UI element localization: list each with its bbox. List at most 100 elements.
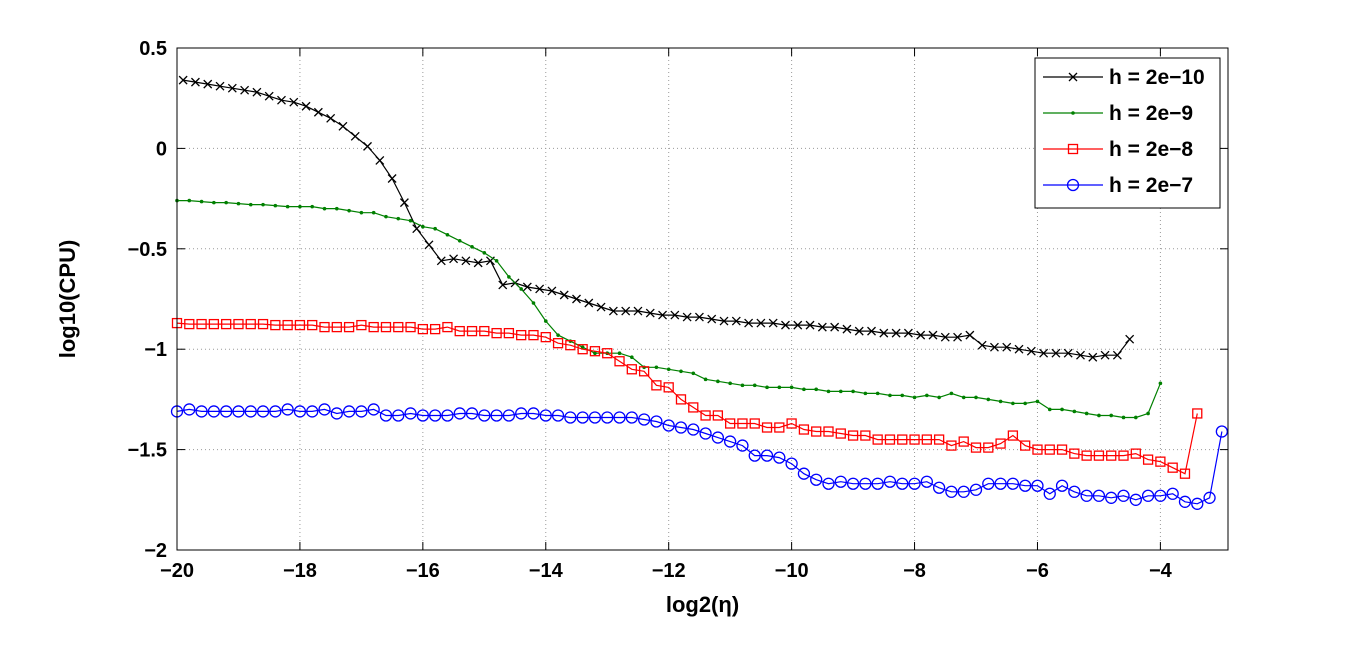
series-3-point (245, 318, 256, 330)
series-4-point (515, 407, 528, 420)
series-1-point (215, 81, 225, 91)
series-4-point (564, 411, 577, 424)
series-3-point (1118, 450, 1129, 461)
series-1-point (559, 290, 569, 300)
series-2-point (728, 381, 732, 386)
series-3-point (307, 319, 318, 331)
series-4-point (306, 405, 319, 418)
series-2-point (1084, 411, 1089, 416)
series-3-point (221, 318, 232, 330)
legend-swatch-point (1068, 72, 1078, 82)
series-4-point (318, 403, 331, 416)
series-3-point (589, 346, 601, 357)
series-2-point (1011, 401, 1015, 406)
series-3-point (454, 325, 465, 337)
series-2-point (396, 216, 401, 221)
series-4-point (1178, 495, 1192, 508)
series-1-point (633, 306, 643, 316)
series-4-point (822, 477, 835, 490)
series-4-point (355, 405, 368, 418)
series-4-point (269, 405, 282, 418)
series-4-point (1117, 489, 1130, 502)
series-1-point (338, 121, 348, 131)
series-4-point (453, 407, 466, 420)
series-1-point (240, 85, 250, 95)
series-1-point (264, 91, 274, 101)
series-1-point (928, 330, 938, 340)
series-1-point (817, 322, 827, 332)
series-4-point (1203, 491, 1216, 504)
series-4-point (687, 423, 700, 436)
series-1-point (645, 308, 655, 318)
series-4-point (1154, 489, 1167, 502)
series-2-point (1109, 413, 1114, 418)
series-3-point (319, 321, 330, 333)
series-1-point (301, 101, 311, 111)
series-1-point (350, 131, 360, 141)
series-1-point (596, 302, 606, 312)
series-1-point (190, 77, 200, 87)
series-4-point (330, 407, 343, 420)
series-2-point (1060, 407, 1064, 412)
series-4-point (994, 477, 1007, 490)
axis-ticks: −20 −18 −16 −14 −12 −10 −8 −6 −4 0.5 0 −0.5 −1 −1.5 −2 (128, 38, 1228, 582)
series-4-point (539, 409, 552, 422)
x-tick-label: −6 (1026, 560, 1049, 582)
series-2-point (322, 206, 327, 211)
series-2-point (556, 333, 560, 337)
series-3-point (1069, 448, 1080, 459)
series-4-point (662, 419, 675, 432)
series-2-point (310, 204, 315, 209)
series-1-point (830, 322, 840, 332)
series-2-point (384, 214, 388, 219)
series-2-point (802, 387, 806, 392)
series-4-point (601, 411, 614, 424)
x-tick-label: −20 (160, 560, 194, 582)
series-2-point (1158, 381, 1163, 386)
series-3-point (761, 422, 773, 433)
series-4-point (1166, 487, 1179, 500)
series-4-point (293, 405, 307, 418)
series-4-point (859, 477, 872, 490)
series-2-point (888, 393, 892, 398)
series-4-point (588, 411, 602, 424)
series-3-point (995, 438, 1006, 449)
series-1-point (965, 330, 975, 340)
series-3-point (184, 318, 195, 330)
series-4-point (416, 409, 429, 422)
series-3-point (1106, 450, 1117, 461)
series-3-point (540, 332, 551, 343)
series-2-point (1023, 401, 1027, 406)
series-4-point (490, 409, 503, 422)
legend-label: h = 2e−7 (1109, 174, 1193, 197)
series-1-point (621, 306, 631, 316)
series-2-point (187, 198, 192, 203)
series-2-point (359, 210, 364, 215)
series-4-point (1068, 485, 1081, 498)
series-3-point (823, 426, 834, 437)
series-3-point (1044, 444, 1055, 455)
series-4-point (637, 413, 651, 426)
series-3-point (909, 434, 920, 445)
series-3-point (282, 319, 293, 331)
series-3-point (491, 327, 502, 339)
series-3-point (528, 329, 539, 341)
series-4-point (1141, 489, 1155, 502)
series-1-point (879, 328, 889, 338)
series-1-point (572, 294, 581, 304)
series-4-point (810, 473, 823, 486)
series-3-point (626, 364, 637, 375)
series-1-point (436, 256, 446, 266)
series-2-point (863, 391, 868, 396)
x-tick-label: −16 (406, 560, 440, 582)
series-3-point (405, 321, 416, 333)
series-4-point (367, 403, 380, 416)
y-tick-label: −0.5 (128, 239, 167, 261)
series-1-point (916, 330, 926, 340)
legend-swatch-point (1071, 111, 1075, 115)
series-1-point (313, 107, 323, 117)
series-1-point (424, 240, 434, 250)
series-4-point (551, 409, 565, 422)
series-2-point (912, 395, 917, 400)
series-2-point (838, 389, 843, 394)
